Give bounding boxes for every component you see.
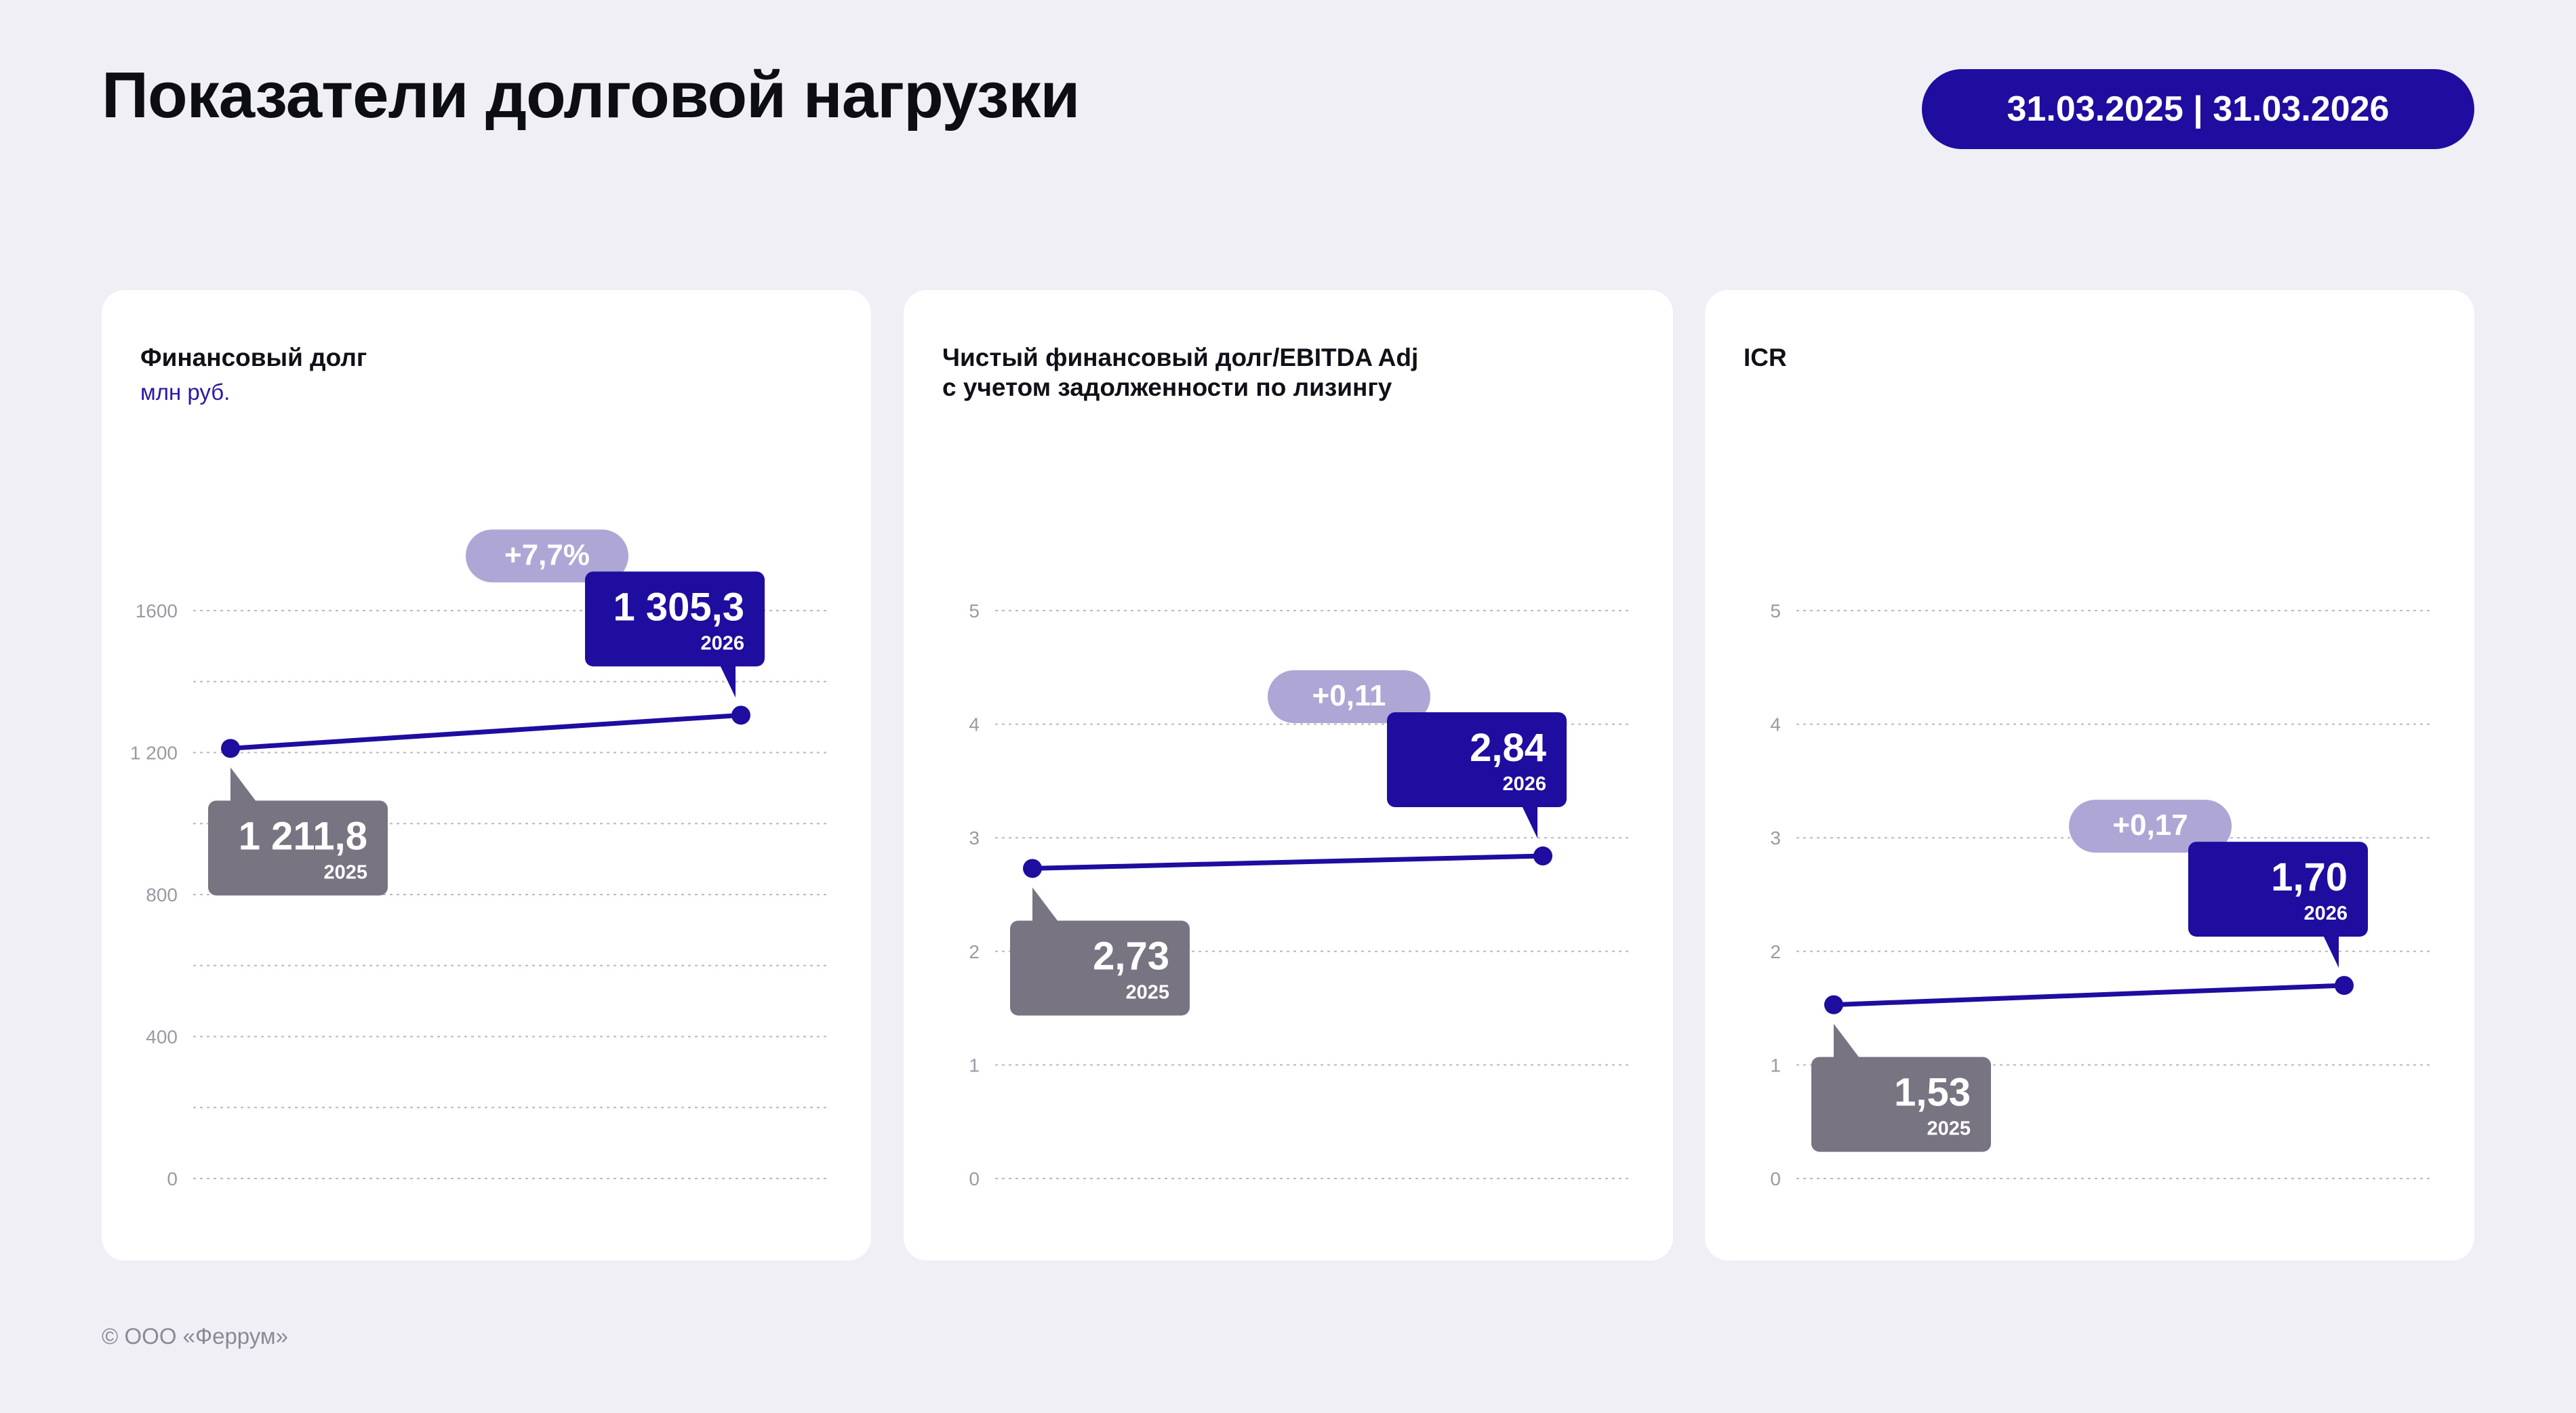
change-label: +0,17 bbox=[2112, 808, 2188, 842]
y-tick-label: 3 bbox=[969, 827, 980, 848]
chart-svg: 0 1 2 3 4 5 2,73 2025 +0,11 2,84 2026 bbox=[969, 600, 1629, 1189]
y-tick-label: 2 bbox=[1770, 941, 1781, 962]
callout-box-2026 bbox=[2188, 842, 2368, 937]
chart-card-net-debt-ebitda: Чистый финансовый долг/EBITDA Adj с учет… bbox=[904, 290, 1673, 1261]
year-label-2026: 2026 bbox=[2303, 903, 2348, 924]
y-tick-label: 4 bbox=[1770, 714, 1781, 735]
y-tick-label: 400 bbox=[146, 1027, 178, 1048]
y-tick-label: 0 bbox=[969, 1168, 980, 1189]
y-tick-label: 5 bbox=[1770, 600, 1781, 621]
chart-title: Финансовый долг bbox=[140, 344, 367, 371]
series-line bbox=[1831, 983, 2347, 1008]
data-point-2025 bbox=[221, 739, 240, 758]
page-title: Показатели долговой нагрузки bbox=[102, 59, 1080, 131]
y-tick-label: 5 bbox=[969, 600, 980, 621]
y-tick-label: 0 bbox=[167, 1168, 178, 1189]
data-point-2025 bbox=[1824, 995, 1843, 1015]
data-point-2026 bbox=[2335, 976, 2354, 996]
callout-pointer-2026 bbox=[1521, 804, 1537, 839]
year-label-2025: 2025 bbox=[1927, 1118, 1971, 1140]
chart-svg: 0 400 800 1 200 1600 1 211,8 2025 +7,7% 1 305,3 2… bbox=[130, 529, 827, 1189]
callout-box-2026 bbox=[1387, 712, 1567, 808]
callout-box-2025 bbox=[208, 800, 388, 896]
change-pill bbox=[466, 529, 628, 583]
change-label: +0,11 bbox=[1312, 679, 1386, 712]
y-tick-label: 0 bbox=[1770, 1168, 1781, 1189]
footer-copyright: © ООО «Феррум» bbox=[102, 1324, 288, 1349]
y-tick-label: 1600 bbox=[136, 600, 178, 621]
chart-title: ICR bbox=[1744, 344, 1787, 371]
y-tick-label: 3 bbox=[1770, 827, 1781, 848]
value-label-2026: 2,84 bbox=[1470, 726, 1546, 770]
value-label-2025: 1,53 bbox=[1894, 1071, 1971, 1115]
period-badge: 31.03.2025 | 31.03.2026 bbox=[1922, 69, 2474, 149]
change-pill bbox=[1268, 670, 1430, 724]
y-tick-label: 1 200 bbox=[130, 743, 178, 764]
data-point-2026 bbox=[731, 705, 750, 725]
callout-pointer-2026 bbox=[2322, 934, 2339, 968]
y-tick-label: 1 bbox=[969, 1054, 980, 1076]
chart-card-icr: ICR 0 1 2 3 4 5 1,53 2025 +0,17 1,70 2026 bbox=[1705, 290, 2474, 1261]
chart-card-financial-debt: Финансовый долг млн руб. 0 400 800 1 200 160… bbox=[102, 290, 871, 1261]
y-tick-label: 1 bbox=[1770, 1054, 1781, 1076]
series-line bbox=[1030, 853, 1546, 871]
data-point-2025 bbox=[1023, 859, 1042, 878]
y-tick-label: 2 bbox=[969, 941, 980, 962]
chart-title: Чистый финансовый долг/EBITDA Adj с учет… bbox=[942, 344, 1419, 401]
y-tick-label: 4 bbox=[969, 714, 980, 735]
value-label-2026: 1 305,3 bbox=[613, 585, 744, 629]
value-label-2026: 1,70 bbox=[2271, 855, 2348, 899]
data-point-2026 bbox=[1533, 846, 1552, 866]
chart-unit: млн руб. bbox=[140, 380, 230, 405]
value-label-2025: 1 211,8 bbox=[239, 814, 367, 858]
callout-pointer-2026 bbox=[719, 663, 736, 698]
change-label: +7,7% bbox=[504, 538, 590, 571]
year-label-2026: 2026 bbox=[1502, 773, 1546, 795]
y-tick-label: 800 bbox=[146, 884, 178, 905]
callout-box-2025 bbox=[1811, 1057, 1991, 1152]
callout-box-2026 bbox=[585, 571, 765, 667]
value-label-2025: 2,73 bbox=[1093, 934, 1169, 978]
year-label-2025: 2025 bbox=[1125, 981, 1169, 1003]
change-pill bbox=[2069, 800, 2232, 853]
year-label-2025: 2025 bbox=[323, 861, 367, 883]
year-label-2026: 2026 bbox=[700, 632, 744, 654]
callout-pointer-2025 bbox=[1032, 887, 1060, 924]
callout-pointer-2025 bbox=[1834, 1023, 1861, 1060]
chart-svg: 0 1 2 3 4 5 1,53 2025 +0,17 1,70 2026 bbox=[1770, 600, 2430, 1189]
callout-pointer-2025 bbox=[230, 767, 258, 804]
series-line bbox=[228, 712, 744, 751]
callout-box-2025 bbox=[1010, 920, 1190, 1016]
